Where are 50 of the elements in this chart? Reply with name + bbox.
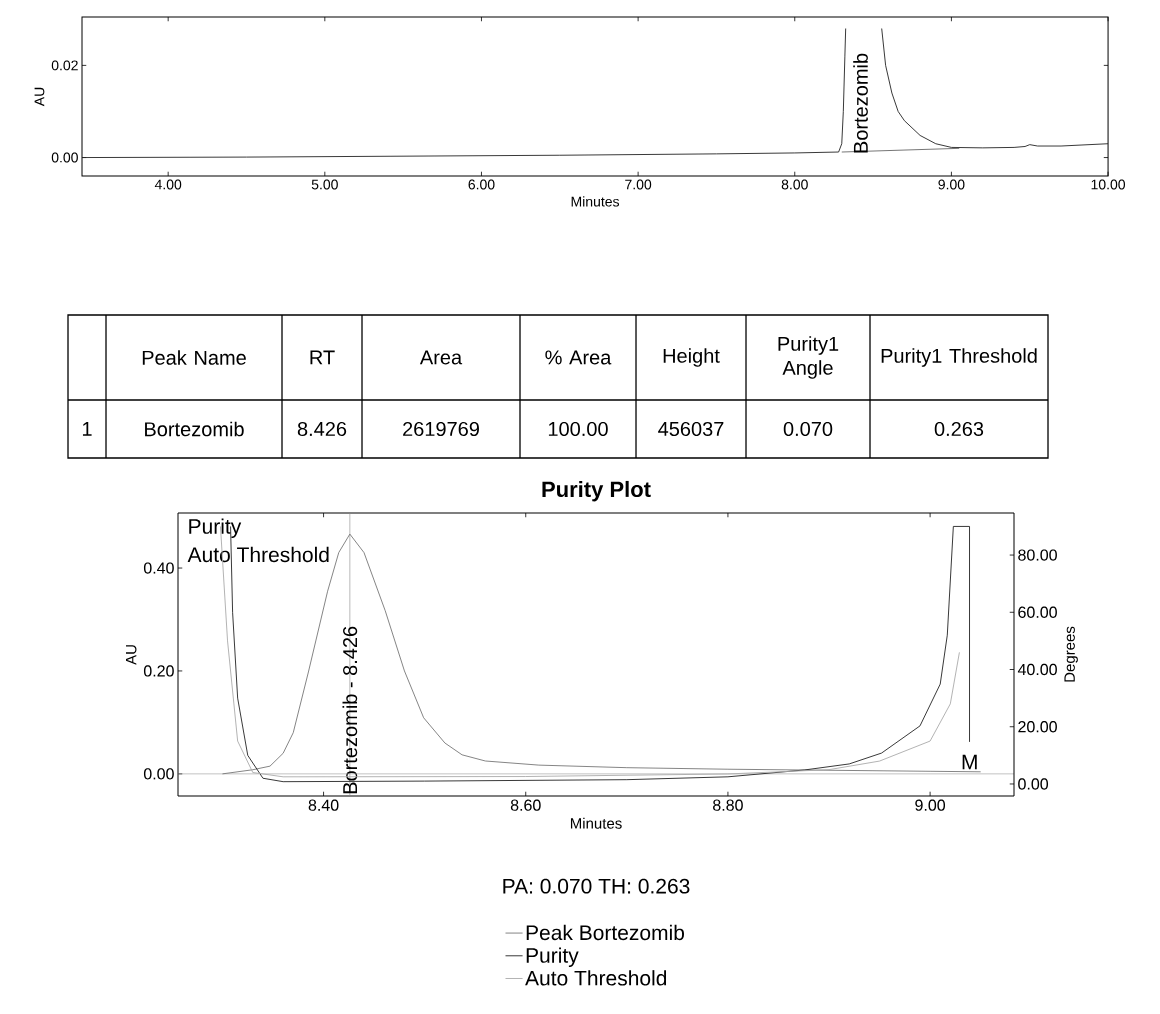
x-tick-label: 8.60 — [510, 799, 541, 811]
x-tick-label: 5.00 — [311, 179, 338, 190]
annotation: Purity — [189, 518, 242, 539]
text: 0.263 — [934, 421, 984, 437]
y2-tick-label: 80.00 — [1018, 549, 1057, 561]
x-tick-label: 6.00 — [468, 179, 495, 190]
category-label: RT — [310, 350, 335, 365]
y-tick-label: 0.00 — [143, 768, 174, 780]
y-tick-label: 0.20 — [143, 665, 174, 677]
y-axis-title: AU — [126, 645, 137, 665]
x-tick-label: 8.00 — [781, 179, 808, 190]
y2-tick-label: 60.00 — [1018, 606, 1057, 618]
category-label: Height — [663, 348, 720, 367]
y2-tick-label: 20.00 — [1018, 721, 1057, 733]
x-tick-label: 9.00 — [938, 179, 965, 190]
text: 0.070 — [783, 421, 833, 437]
x-axis-title: Minutes — [570, 817, 622, 829]
y2-axis-title: Degrees — [1064, 626, 1078, 682]
y-axis-title: AU — [34, 87, 45, 107]
y2-tick-label: 40.00 — [1017, 663, 1057, 676]
y2-tick-label: 0.00 — [1018, 778, 1049, 790]
legend-label: Auto Threshold — [525, 970, 667, 986]
category-label: Purity1 Angle — [778, 336, 839, 379]
x-tick-label: 10.00 — [1091, 179, 1126, 190]
category-label: Peak Name — [142, 350, 246, 365]
x-tick-label: 8.40 — [308, 799, 339, 811]
ref-line-label: Bortezomib - 8.426 — [342, 626, 358, 794]
chart-title: Purity Plot — [542, 480, 651, 502]
text: 2619769 — [403, 421, 479, 437]
y-tick-label: 0.02 — [51, 60, 78, 71]
legend-label: Peak Bortezomib — [526, 924, 685, 941]
x-tick-label: 9.00 — [915, 799, 946, 811]
x-tick-label: 8.80 — [713, 799, 743, 811]
text: Bortezomib — [145, 421, 244, 437]
text: 8.426 — [297, 421, 347, 437]
x-tick-label: 4.00 — [154, 179, 182, 190]
text: 1 — [82, 422, 92, 436]
legend-label: Purity — [526, 947, 579, 967]
category-label: Purity1 Threshold — [881, 348, 1037, 367]
category-label: Area — [419, 350, 463, 365]
annotation: M — [962, 754, 977, 770]
y-tick-label: 0.40 — [143, 562, 174, 574]
text: 456037 — [658, 421, 724, 437]
text: 100.00 — [548, 421, 608, 437]
annotation: Auto Threshold — [187, 546, 329, 563]
text: PA: 0.070 TH: 0.263 — [503, 878, 690, 894]
x-tick-label: 7.00 — [625, 179, 652, 190]
x-axis-title: Minutes — [571, 196, 620, 207]
annotation: Bortezomib — [853, 53, 868, 153]
category-label: % Area — [545, 350, 612, 365]
